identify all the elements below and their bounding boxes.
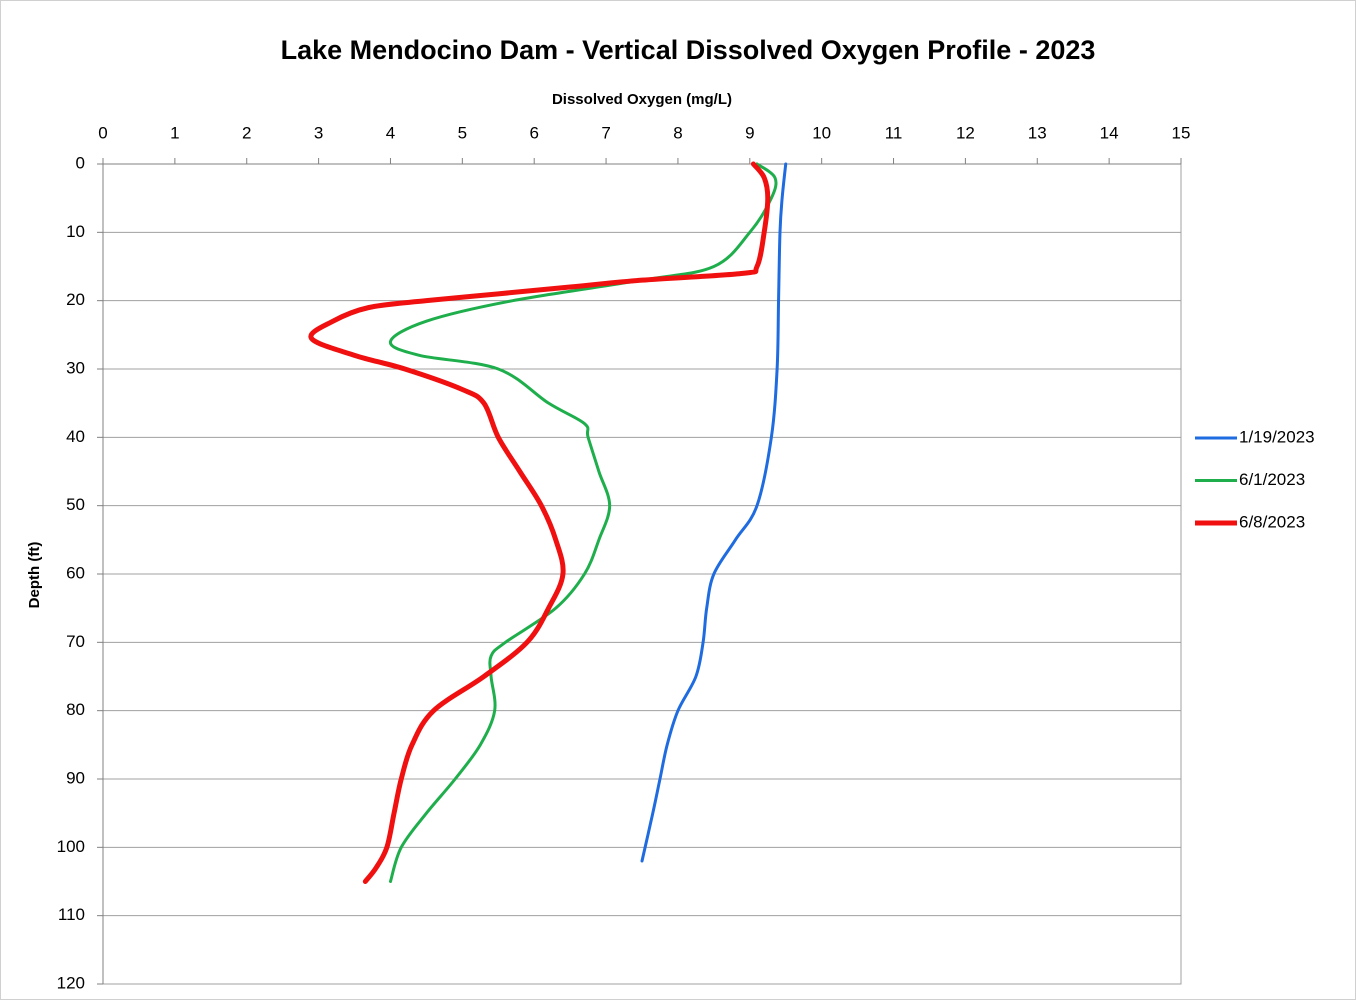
x-tick-label: 0 (98, 123, 107, 142)
y-tick-label: 30 (66, 358, 85, 377)
series-line (640, 162, 788, 863)
x-tick-label: 14 (1100, 123, 1119, 142)
y-tick-label: 40 (66, 427, 85, 446)
x-tick-label: 3 (314, 123, 323, 142)
y-tick-label: 90 (66, 768, 85, 787)
x-tick-label: 5 (458, 123, 467, 142)
y-tick-label: 70 (66, 632, 85, 651)
x-tick-label: 1 (170, 123, 179, 142)
y-axis-label: Depth (ft) (26, 542, 43, 609)
series-line (308, 161, 771, 884)
x-tick-label: 12 (956, 123, 975, 142)
y-tick-label: 120 (57, 973, 85, 992)
x-tick-label: 9 (745, 123, 754, 142)
x-tick-label: 8 (673, 123, 682, 142)
y-tick-label: 100 (57, 837, 85, 856)
y-tick-label: 20 (66, 290, 85, 309)
x-tick-label: 6 (529, 123, 538, 142)
x-tick-label: 13 (1028, 123, 1047, 142)
y-tick-label: 10 (66, 222, 85, 241)
legend-label: 1/19/2023 (1239, 427, 1315, 446)
legend-label: 6/1/2023 (1239, 470, 1305, 489)
x-tick-label: 4 (386, 123, 395, 142)
x-tick-label: 10 (812, 123, 831, 142)
y-tick-label: 60 (66, 563, 85, 582)
series-line (388, 162, 778, 883)
y-tick-label: 0 (76, 153, 85, 172)
x-tick-label: 2 (242, 123, 251, 142)
y-tick-label: 50 (66, 495, 85, 514)
legend-label: 6/8/2023 (1239, 512, 1305, 531)
x-tick-label: 15 (1172, 123, 1191, 142)
x-axis-label: Dissolved Oxygen (mg/L) (552, 91, 732, 108)
x-tick-label: 7 (601, 123, 610, 142)
x-tick-label: 11 (885, 123, 903, 142)
y-tick-label: 80 (66, 700, 85, 719)
y-tick-label: 110 (58, 905, 85, 924)
chart-title: Lake Mendocino Dam - Vertical Dissolved … (281, 35, 1096, 65)
